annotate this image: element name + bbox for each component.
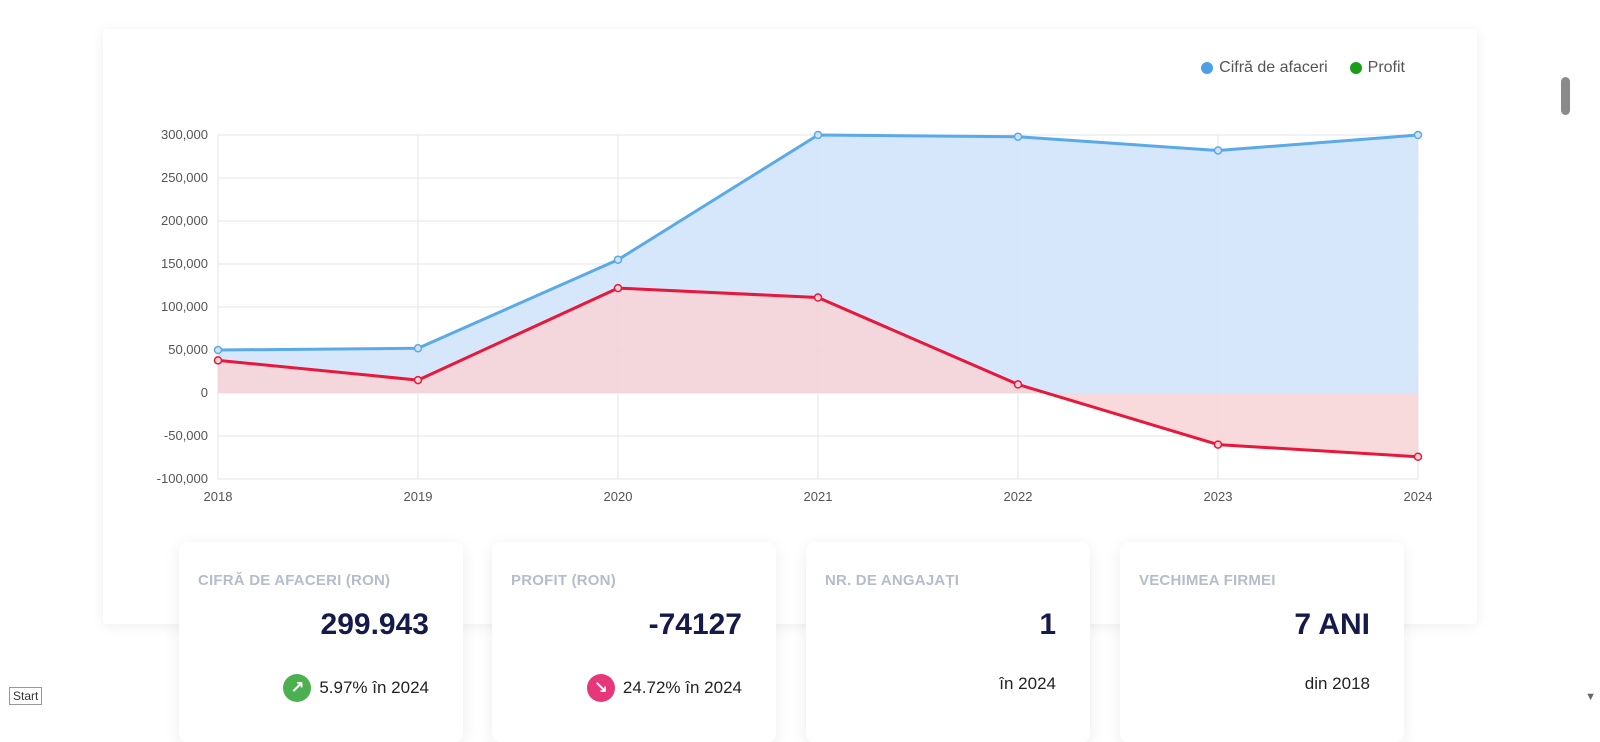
stat-card-revenue: CIFRĂ DE AFACERI (RON) 299.943 ↗ 5.97% î… — [179, 542, 463, 742]
stat-label: PROFIT (RON) — [511, 572, 616, 589]
stat-trend: ↘ 24.72% în 2024 — [586, 674, 742, 702]
data-point-revenue — [813, 130, 823, 140]
financial-chart-card: Cifră de afaceri Profit 300,000 250,000 20… — [103, 29, 1477, 624]
stat-trend-text: 24.72% în 2024 — [622, 678, 742, 697]
legend-dot-revenue-icon — [1201, 62, 1214, 74]
data-point-revenue — [613, 255, 623, 264]
stat-value: 1 — [1039, 608, 1056, 641]
data-point-revenue — [1413, 130, 1423, 140]
stat-trend: ↗ 5.97% în 2024 — [283, 674, 429, 702]
data-point-profit — [1013, 380, 1023, 389]
stat-label: NR. DE ANGAJAȚI — [825, 572, 960, 589]
x-tick-label: 2023 — [1204, 489, 1233, 504]
scrollbar-thumb[interactable] — [1561, 77, 1570, 115]
legend-item-profit[interactable]: Profit — [1349, 59, 1405, 77]
stat-trend-text: din 2018 — [1304, 674, 1370, 693]
y-tick-label: 200,000 — [161, 213, 208, 228]
stat-trend-text: în 2024 — [999, 674, 1056, 693]
x-tick-label: 2021 — [804, 489, 833, 504]
y-tick-label: -50,000 — [164, 428, 208, 443]
data-point-profit — [213, 356, 223, 365]
chart-legend: Cifră de afaceri Profit — [1201, 59, 1405, 77]
x-tick-label: 2018 — [204, 489, 233, 504]
stat-value: 299.943 — [320, 608, 429, 641]
data-point-profit — [813, 293, 823, 302]
stat-value: 7 ANI — [1294, 608, 1370, 641]
data-point-profit — [613, 283, 623, 293]
legend-label-profit: Profit — [1367, 59, 1405, 76]
scroll-down-arrow-icon[interactable]: ▼ — [1585, 691, 1596, 703]
stat-card-profit: PROFIT (RON) -74127 ↘ 24.72% în 2024 — [492, 542, 776, 742]
x-tick-label: 2019 — [404, 489, 433, 504]
data-point-revenue — [213, 345, 223, 355]
y-tick-label: 300,000 — [161, 127, 208, 142]
legend-label-revenue: Cifră de afaceri — [1219, 59, 1328, 76]
series-area-revenue — [218, 135, 1418, 393]
legend-dot-profit-icon — [1349, 62, 1362, 74]
legend-item-revenue[interactable]: Cifră de afaceri — [1201, 59, 1328, 77]
area-chart: 300,000 250,000 200,000 150,000 100,000 50,00… — [157, 127, 1433, 504]
stat-value: -74127 — [648, 608, 742, 641]
stat-card-employees: NR. DE ANGAJAȚI 1 în 2024 — [806, 542, 1090, 742]
x-tick-label: 2024 — [1404, 489, 1433, 504]
y-tick-label: -100,000 — [157, 471, 208, 486]
data-point-revenue — [1013, 132, 1023, 141]
y-tick-label: 0 — [201, 385, 208, 400]
data-point-revenue — [1213, 146, 1223, 155]
stat-trend: în 2024 — [999, 674, 1056, 694]
stat-card-company-age: VECHIMEA FIRMEI 7 ANI din 2018 — [1120, 542, 1404, 742]
y-tick-label: 50,000 — [168, 342, 208, 357]
data-point-revenue — [413, 344, 423, 353]
stat-label: VECHIMEA FIRMEI — [1139, 572, 1276, 589]
arrow-up-right-icon: ↗ — [283, 674, 312, 702]
y-tick-label: 250,000 — [161, 170, 208, 185]
stat-trend-text: 5.97% în 2024 — [319, 678, 429, 697]
data-point-profit — [1213, 440, 1223, 449]
data-point-profit — [413, 375, 423, 385]
series-area-profit — [218, 288, 1418, 457]
start-label: Start — [9, 687, 43, 705]
arrow-down-right-icon: ↘ — [586, 674, 615, 702]
x-tick-label: 2020 — [604, 489, 633, 504]
x-tick-label: 2022 — [1004, 489, 1033, 504]
stat-label: CIFRĂ DE AFACERI (RON) — [198, 572, 391, 589]
y-tick-label: 100,000 — [161, 299, 208, 314]
data-point-profit — [1413, 452, 1423, 461]
stat-trend: din 2018 — [1305, 674, 1370, 694]
y-tick-label: 150,000 — [161, 256, 208, 271]
